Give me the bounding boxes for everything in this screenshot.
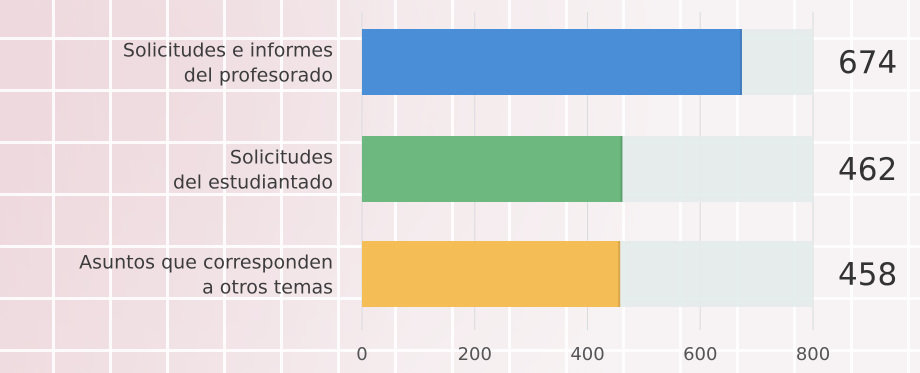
value-label-2: 458 [838, 257, 897, 293]
category-label-0-line-1: del profesorado [184, 65, 333, 87]
bar-0 [362, 29, 742, 95]
category-label-0-line-0: Solicitudes e informes [123, 40, 333, 62]
category-label-1-line-1: del estudiantado [173, 172, 333, 194]
x-tick-label-600: 600 [683, 344, 717, 365]
bar-1 [362, 136, 623, 202]
category-label-2-line-1: a otros temas [202, 277, 333, 299]
x-tick-label-200: 200 [458, 344, 492, 365]
value-labels: 674 462 458 [838, 45, 897, 293]
bars [362, 29, 742, 307]
x-tick-label-400: 400 [570, 344, 604, 365]
x-tick-label-0: 0 [356, 344, 367, 365]
category-labels: Solicitudes e informes del profesorado Sol… [79, 40, 333, 299]
bar-2 [362, 241, 621, 307]
value-label-1: 462 [838, 152, 897, 188]
x-axis-ticks: 0 200 400 600 800 [356, 344, 830, 365]
category-label-2-line-0: Asuntos que corresponden [79, 252, 333, 274]
category-label-1-line-0: Solicitudes [230, 147, 333, 169]
x-tick-label-800: 800 [796, 344, 830, 365]
value-label-0: 674 [838, 45, 897, 81]
